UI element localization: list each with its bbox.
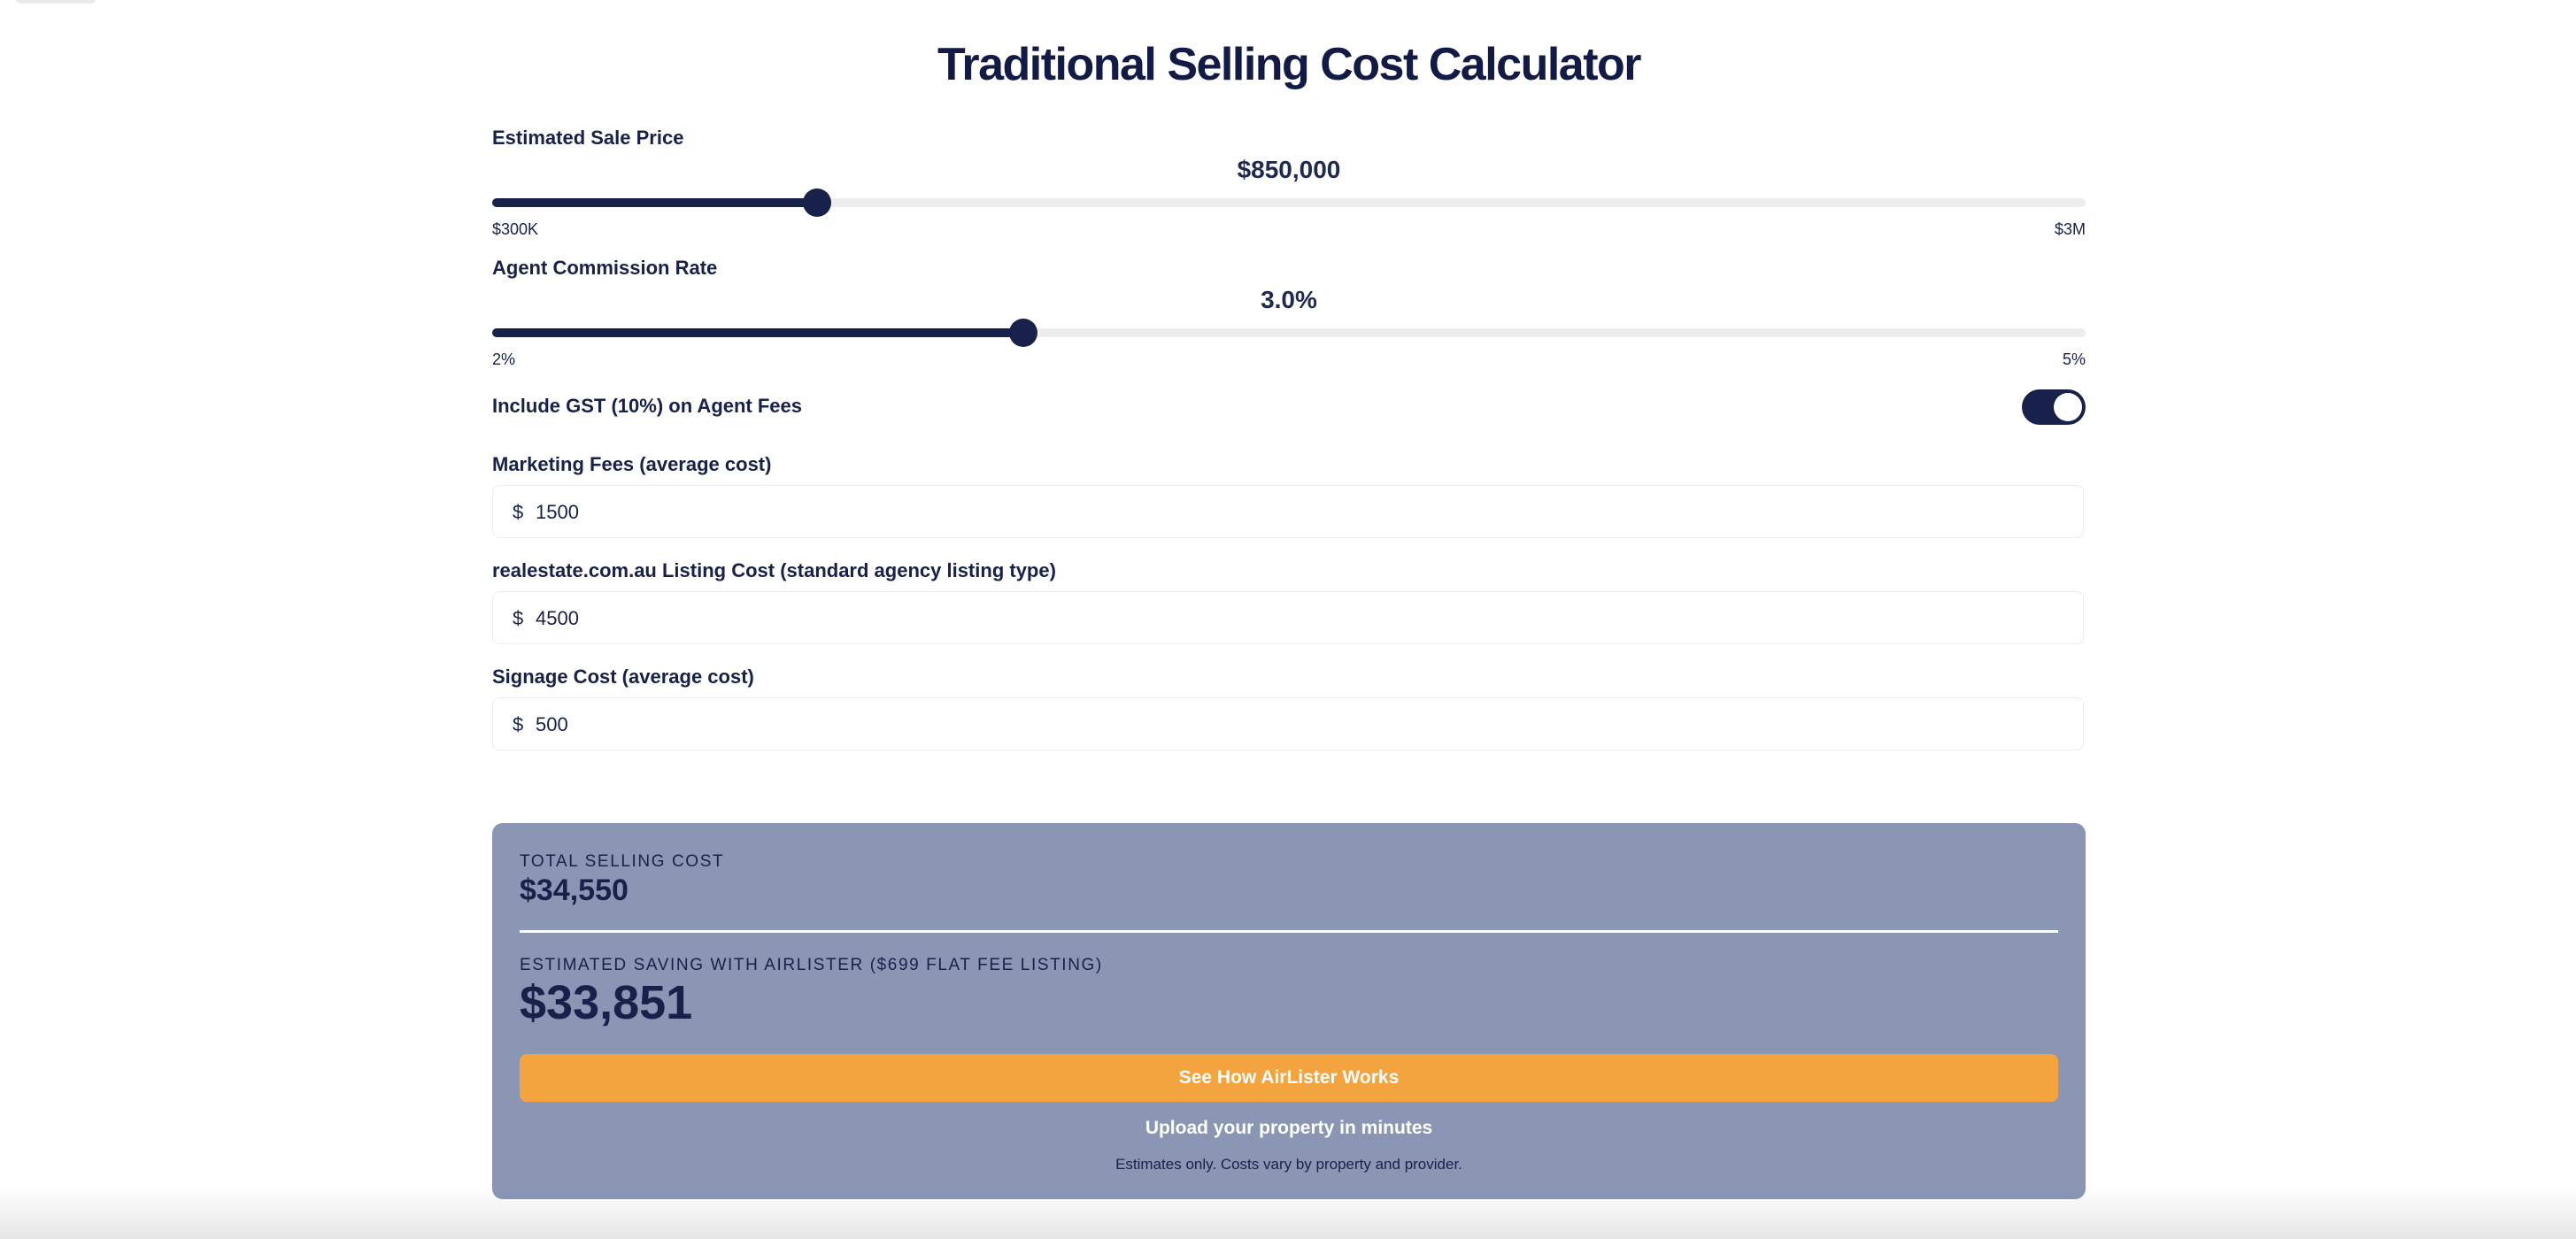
marketing-fees-value[interactable]: 1500 (536, 501, 579, 523)
marketing-fees-input[interactable]: $ 1500 (492, 485, 2084, 538)
commission-slider-fill (492, 328, 1023, 337)
commission-slider[interactable] (492, 319, 2086, 347)
total-selling-cost-value: $34,550 (520, 873, 629, 907)
estimated-saving-value: $33,851 (520, 976, 693, 1029)
commission-value: 3.0% (1261, 286, 1317, 313)
marketing-fees-label: Marketing Fees (average cost) (492, 453, 772, 475)
results-panel: TOTAL SELLING COST $34,550 ESTIMATED SAV… (492, 823, 2086, 1199)
commission-slider-thumb[interactable] (1008, 319, 1037, 347)
commission-label: Agent Commission Rate (492, 257, 718, 279)
currency-symbol: $ (513, 607, 524, 629)
listing-cost-label: realestate.com.au Listing Cost (standard… (492, 559, 1056, 581)
sale-price-label: Estimated Sale Price (492, 127, 684, 149)
signage-cost-input[interactable]: $ 500 (492, 697, 2084, 750)
sale-price-slider[interactable] (492, 189, 2086, 217)
sale-price-max-label: $3M (2054, 220, 2086, 238)
currency-symbol: $ (513, 501, 524, 523)
gst-toggle-label: Include GST (10%) on Agent Fees (492, 395, 803, 417)
see-how-airlister-works-button[interactable]: See How AirLister Works (520, 1054, 2058, 1102)
corner-tab (16, 0, 96, 2)
signage-cost-label: Signage Cost (average cost) (492, 666, 754, 688)
disclaimer-text: Estimates only. Costs vary by property a… (1115, 1156, 1462, 1173)
gst-toggle-knob (2054, 393, 2082, 421)
sale-price-value: $850,000 (1237, 156, 1341, 183)
estimated-saving-label: ESTIMATED SAVING WITH AIRLISTER ($699 FL… (520, 956, 1103, 974)
page-title: Traditional Selling Cost Calculator (937, 39, 1642, 90)
upload-property-text: Upload your property in minutes (1145, 1118, 1433, 1138)
sale-price-min-label: $300K (492, 220, 539, 238)
commission-min-label: 2% (492, 350, 516, 368)
signage-cost-value[interactable]: 500 (536, 713, 568, 735)
commission-max-label: 5% (2062, 350, 2086, 368)
listing-cost-input[interactable]: $ 4500 (492, 591, 2084, 644)
currency-symbol: $ (513, 713, 524, 735)
listing-cost-value[interactable]: 4500 (536, 607, 579, 629)
total-selling-cost-label: TOTAL SELLING COST (520, 852, 725, 871)
sale-price-slider-fill (492, 198, 817, 207)
results-divider (520, 930, 2058, 933)
gst-toggle[interactable] (2022, 389, 2086, 425)
sale-price-slider-thumb[interactable] (802, 189, 831, 217)
